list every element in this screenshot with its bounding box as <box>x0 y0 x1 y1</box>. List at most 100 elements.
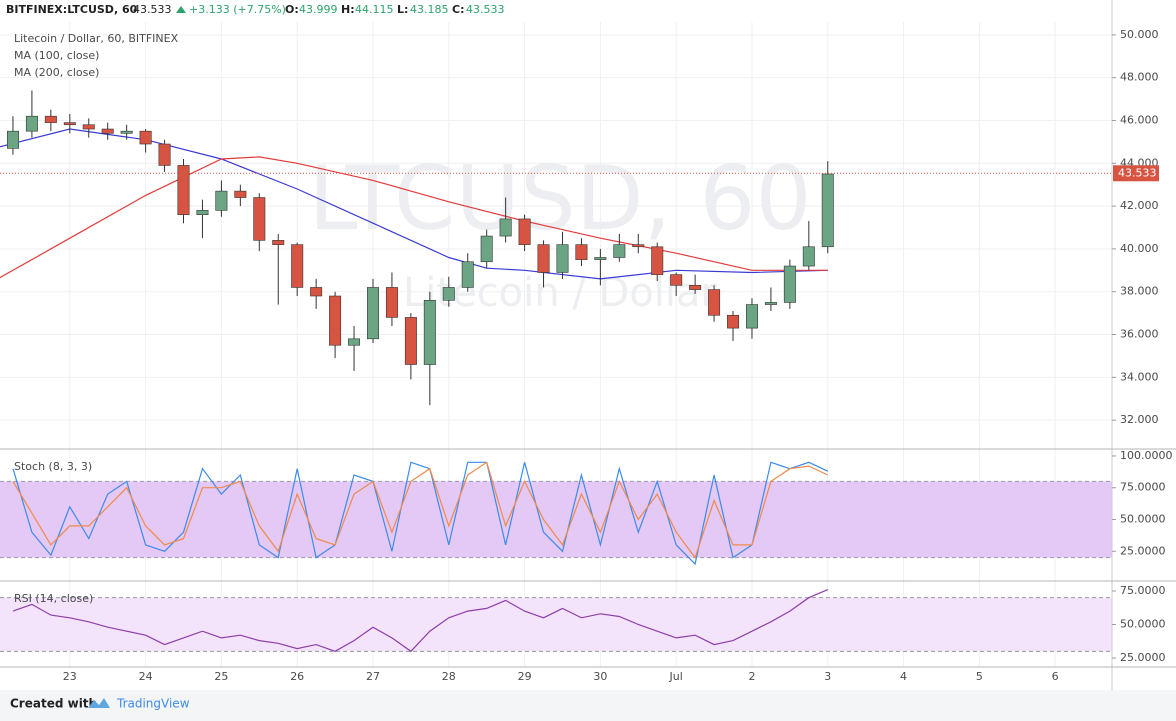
x-tick-label: 29 <box>518 670 532 683</box>
line-series <box>0 156 828 279</box>
candle-body <box>120 130 133 134</box>
l-label: L: <box>397 3 408 16</box>
candle-body <box>44 115 57 123</box>
x-tick-label: 26 <box>290 670 304 683</box>
y-tick-label: 40.000 <box>1120 242 1159 255</box>
candle-body <box>291 244 304 288</box>
line-series <box>12 461 829 559</box>
candle-body <box>234 190 247 198</box>
candle-body <box>367 287 379 340</box>
candle-body <box>101 128 114 134</box>
panel-title: RSI (14, close) <box>14 592 93 605</box>
candle-body <box>385 287 398 318</box>
candle-body <box>82 124 95 130</box>
candle-body <box>63 122 76 126</box>
h-value: 44.115 <box>355 3 394 16</box>
candle-body <box>461 261 474 288</box>
watermark: LTCUSD, 60 <box>309 147 812 250</box>
legend-main: Litecoin / Dollar, 60, BITFINEX <box>14 32 179 45</box>
y-tick-label: 34.000 <box>1120 370 1159 383</box>
candle-body <box>518 218 531 245</box>
legend-entry: MA (100, close) <box>14 49 99 62</box>
candle-body <box>6 130 19 149</box>
y-tick-label: 75.0000 <box>1120 584 1166 597</box>
candle-body <box>802 246 815 267</box>
candle-body <box>196 210 209 215</box>
band <box>0 597 1112 652</box>
band <box>0 481 1112 558</box>
candle-body <box>670 274 683 286</box>
watermark-sub: Litecoin / Dollar <box>403 270 718 316</box>
candle-body <box>480 235 493 263</box>
last-price-box <box>1113 165 1159 182</box>
candle-body <box>651 246 664 275</box>
candle-body <box>556 244 569 273</box>
candle-body <box>613 244 626 258</box>
o-value: 43.999 <box>299 3 338 16</box>
candle-body <box>158 143 171 166</box>
candle-body <box>177 165 190 215</box>
price: 43.533 <box>133 3 172 16</box>
y-tick-label: 100.0000 <box>1120 449 1173 462</box>
panel-title: Stoch (8, 3, 3) <box>14 460 92 473</box>
up-arrow <box>176 6 186 13</box>
candle-body <box>253 197 266 241</box>
candle-body <box>594 257 607 260</box>
x-tick-label: 25 <box>214 670 228 683</box>
last-price-label: 43.533 <box>1118 166 1157 179</box>
candle-body <box>272 240 285 245</box>
o-label: O: <box>285 3 299 16</box>
candle-body <box>632 244 645 248</box>
y-tick-label: 75.0000 <box>1120 481 1166 494</box>
y-tick-label: 46.000 <box>1120 113 1159 126</box>
candle-body <box>783 265 796 303</box>
candle-body <box>404 317 417 365</box>
x-tick-label: 27 <box>366 670 380 683</box>
candle-body <box>821 173 834 248</box>
y-tick-label: 50.000 <box>1120 28 1159 41</box>
candle-body <box>442 287 455 301</box>
brand[interactable]: TradingView <box>116 697 190 711</box>
candle-body <box>310 287 323 297</box>
l-value: 43.185 <box>410 3 449 16</box>
change: +3.133 (+7.75%) <box>189 3 286 16</box>
y-tick-label: 32.000 <box>1120 413 1159 426</box>
x-tick-label: 23 <box>63 670 77 683</box>
x-tick-label: 28 <box>442 670 456 683</box>
x-tick-label: Jul <box>669 670 683 683</box>
c-label: C: <box>452 3 464 16</box>
y-tick-label: 25.0000 <box>1120 544 1166 557</box>
h-label: H: <box>341 3 355 16</box>
x-tick-label: 2 <box>748 670 755 683</box>
candle-body <box>764 302 777 305</box>
x-tick-label: 24 <box>139 670 153 683</box>
y-tick-label: 50.0000 <box>1120 513 1166 526</box>
candle-body <box>423 299 436 365</box>
created-with: Created with <box>10 697 97 711</box>
tv-logo[interactable] <box>88 698 110 708</box>
candle-body <box>215 190 228 211</box>
candle-body <box>139 130 152 145</box>
x-tick-label: 30 <box>593 670 607 683</box>
x-tick-label: 3 <box>824 670 831 683</box>
candle-body <box>727 314 740 329</box>
candle-body <box>329 295 342 346</box>
y-tick-label: 25.0000 <box>1120 651 1166 664</box>
candle-body <box>708 289 721 316</box>
y-tick-label: 36.000 <box>1120 328 1159 341</box>
y-tick-label: 48.000 <box>1120 71 1159 84</box>
y-tick-label: 42.000 <box>1120 199 1159 212</box>
candle-body <box>689 285 702 290</box>
candle-body <box>575 244 588 260</box>
candle-body <box>348 338 361 346</box>
x-tick-label: 6 <box>1052 670 1059 683</box>
candle-body <box>537 244 550 273</box>
legend-entry: MA (200, close) <box>14 66 99 79</box>
line-series <box>12 589 829 653</box>
line-series <box>12 461 829 566</box>
y-tick-label: 50.0000 <box>1120 618 1166 631</box>
c-value: 43.533 <box>466 3 505 16</box>
x-tick-label: 4 <box>900 670 907 683</box>
x-tick-label: 5 <box>976 670 983 683</box>
